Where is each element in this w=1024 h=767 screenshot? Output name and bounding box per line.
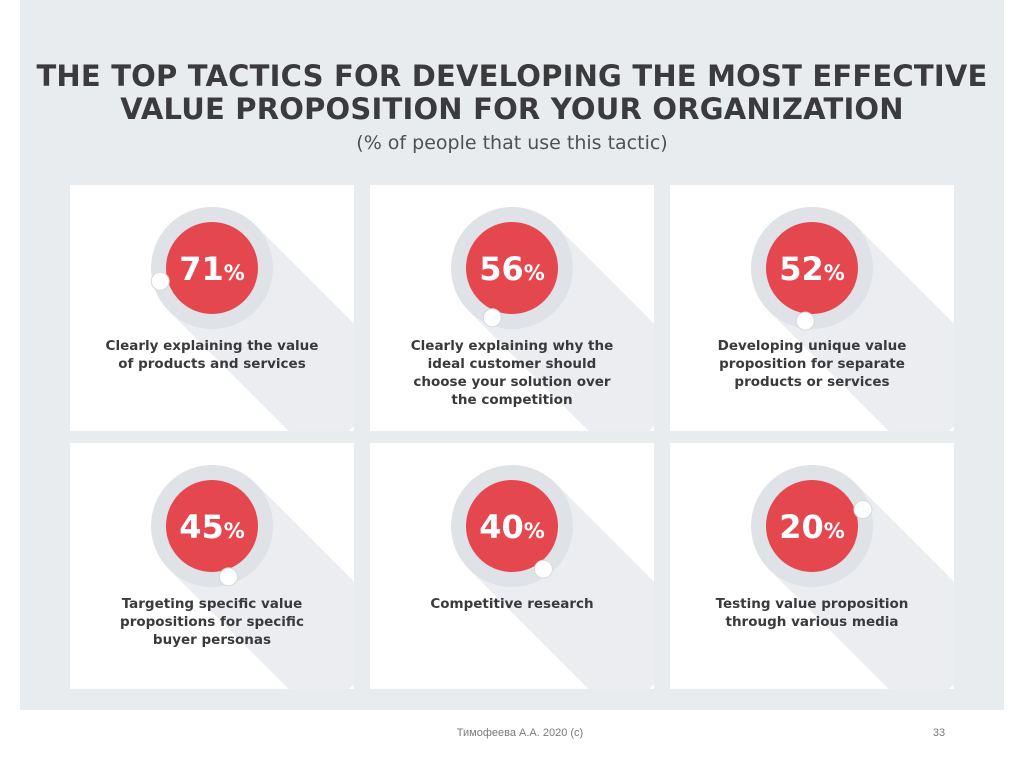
value-unit: % (224, 519, 245, 543)
page-number: 33 (932, 727, 946, 739)
footer-author: Тимофеева А.А. 2020 (c) (456, 727, 584, 739)
value-unit: % (824, 519, 845, 543)
value-number: 71 (179, 250, 224, 288)
tactic-label-line: Developing unique value (717, 338, 907, 354)
value-disc (166, 222, 258, 314)
value-number: 20 (779, 508, 824, 546)
tactic-label-line: proposition for separate (719, 356, 905, 372)
value-label: 40% (479, 508, 545, 546)
stat-gauge: 20% (751, 465, 954, 689)
value-marker (853, 500, 873, 519)
tactic-label-line: propositions for specific (120, 614, 304, 630)
value-label: 71% (179, 250, 245, 288)
tactic-label-line: Clearly explaining the value (105, 338, 319, 354)
tactic-label-line: buyer personas (152, 632, 272, 648)
value-label: 20% (779, 508, 845, 546)
tactic-label-line: the competition (451, 392, 573, 408)
value-disc (766, 480, 858, 572)
stat-gauge: 40% (451, 465, 654, 689)
value-number: 52 (779, 250, 824, 288)
value-unit: % (224, 261, 245, 285)
tactic-label-line: Testing value proposition (715, 596, 909, 612)
value-number: 45 (179, 508, 224, 546)
tactic-label-line: products or services (734, 374, 890, 390)
infographic: THE TOP TACTICS FOR DEVELOPING THE MOST … (20, 0, 1004, 710)
tactic-label: Clearly explaining why the ideal customer… (380, 337, 644, 409)
tactic-label: Clearly explaining the value of products … (80, 337, 344, 373)
stat-gauge: 56% (451, 207, 654, 431)
value-unit: % (824, 261, 845, 285)
title-line-2: VALUE PROPOSITION FOR YOUR ORGANIZATION (120, 92, 904, 126)
value-unit: % (524, 261, 545, 285)
stat-card: 52% Developing unique value proposition fo… (670, 185, 954, 431)
stat-card: 71% Clearly explaining the value of produc… (70, 185, 354, 431)
value-number: 56 (479, 250, 524, 288)
value-label: 52% (779, 250, 845, 288)
stat-gauge: 45% (151, 465, 354, 689)
tactic-label-line: through various media (725, 614, 899, 630)
title-line-1: THE TOP TACTICS FOR DEVELOPING THE MOST … (36, 59, 988, 93)
tactic-label: Testing value proposition through various… (680, 595, 944, 631)
value-marker (795, 311, 815, 331)
value-disc (466, 222, 558, 314)
tactic-label: Targeting specific value propositions for… (80, 595, 344, 649)
tactic-label-line: Competitive research (430, 596, 594, 612)
value-marker (219, 567, 238, 587)
value-number: 40 (479, 508, 524, 546)
tactic-label-line: ideal customer should (427, 356, 597, 372)
value-label: 45% (179, 508, 245, 546)
tactic-label-line: Targeting specific value (121, 596, 303, 612)
tactic-label: Competitive research (380, 595, 644, 613)
value-marker (482, 308, 502, 328)
stat-gauge: 52% (751, 207, 954, 431)
stat-card: 40% Competitive research (370, 443, 654, 689)
stat-card: 45% Targeting specific value propositions … (70, 443, 354, 689)
tactic-label-line: Clearly explaining why the (410, 338, 614, 354)
infographic-title: THE TOP TACTICS FOR DEVELOPING THE MOST … (20, 60, 1004, 126)
stat-gauge: 71% (150, 207, 354, 431)
infographic-subtitle: (% of people that use this tactic) (356, 132, 668, 154)
value-disc (766, 222, 858, 314)
value-marker (150, 271, 170, 291)
tactic-label-line: choose your solution over (413, 374, 611, 390)
value-disc (466, 480, 558, 572)
tactic-label: Developing unique value proposition for s… (680, 337, 944, 391)
stat-card: 20% Testing value proposition through vari… (670, 443, 954, 689)
tactic-label-line: of products and services (118, 356, 306, 372)
value-unit: % (524, 519, 545, 543)
stat-card: 56% Clearly explaining why the ideal custo… (370, 185, 654, 431)
value-label: 56% (479, 250, 545, 288)
value-marker (533, 559, 553, 579)
value-disc (166, 480, 258, 572)
